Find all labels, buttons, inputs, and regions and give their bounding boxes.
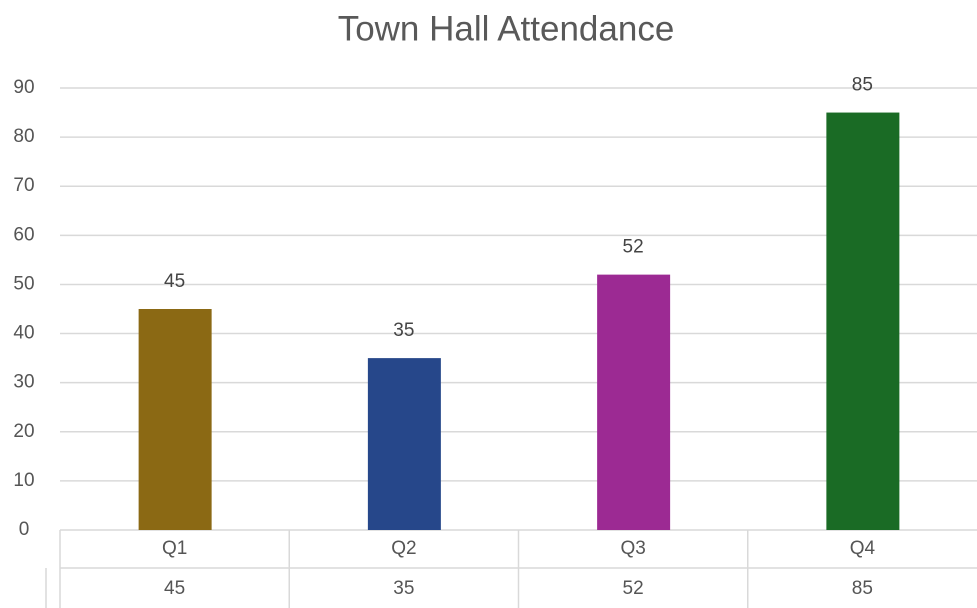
- y-tick-label: 70: [13, 175, 34, 196]
- y-tick-label: 10: [13, 470, 34, 491]
- y-tick-label: 40: [13, 323, 34, 344]
- bar: [826, 112, 900, 531]
- table-value: 52: [623, 578, 644, 599]
- y-tick-label: 0: [19, 519, 30, 540]
- y-tick-label: 50: [13, 273, 34, 294]
- y-tick-label: 30: [13, 372, 34, 393]
- x-tick-label: Q2: [391, 538, 416, 559]
- x-tick-label: Q4: [850, 538, 876, 559]
- table-value: 85: [852, 578, 873, 599]
- y-tick-label: 60: [13, 224, 34, 245]
- data-label: 35: [393, 320, 414, 341]
- bar: [138, 309, 212, 530]
- x-tick-label: Q1: [162, 538, 187, 559]
- x-tick-label: Q3: [620, 538, 645, 559]
- data-label: 52: [623, 237, 644, 258]
- data-label: 85: [852, 75, 873, 96]
- bar: [367, 358, 441, 530]
- chart-title: Town Hall Attendance: [338, 9, 675, 48]
- y-tick-label: 90: [13, 77, 34, 98]
- table-value: 35: [393, 578, 414, 599]
- bar: [597, 274, 671, 530]
- data-label: 45: [164, 271, 185, 292]
- y-tick-label: 20: [13, 421, 34, 442]
- y-tick-label: 80: [13, 126, 34, 147]
- table-value: 45: [164, 578, 185, 599]
